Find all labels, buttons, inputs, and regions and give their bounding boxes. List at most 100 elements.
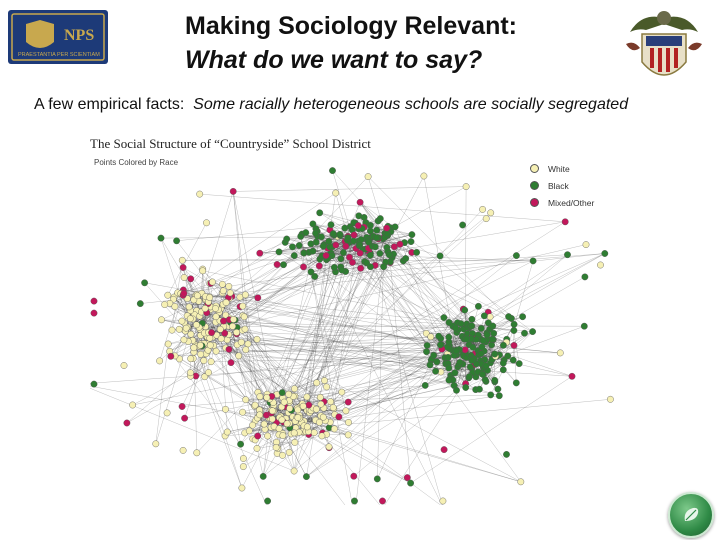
network-node	[407, 238, 415, 246]
network-node	[468, 322, 476, 330]
network-edge	[326, 259, 371, 267]
figure-title: The Social Structure of “Countryside” Sc…	[90, 136, 371, 151]
network-node	[317, 400, 325, 408]
network-node	[187, 355, 195, 363]
network-node	[200, 357, 208, 365]
network-edge	[190, 318, 561, 354]
network-edge	[306, 241, 348, 477]
network-node	[350, 231, 358, 239]
legend-swatch-other	[530, 198, 539, 207]
network-node	[515, 360, 523, 368]
nav-leaf-button[interactable]	[668, 492, 714, 538]
network-node	[196, 190, 204, 198]
network-edge	[161, 319, 447, 363]
eagle-crest-icon	[626, 11, 702, 76]
network-node	[187, 275, 195, 283]
network-edge	[289, 242, 405, 424]
network-edge	[332, 170, 379, 222]
network-node	[457, 320, 465, 328]
network-edge	[367, 176, 515, 325]
network-node	[264, 497, 272, 505]
network-node	[253, 335, 261, 343]
network-node	[229, 187, 237, 195]
network-node	[421, 381, 429, 389]
network-node	[218, 280, 226, 288]
network-edge	[299, 245, 304, 267]
network-node	[475, 385, 483, 393]
network-node	[178, 256, 186, 264]
network-node	[321, 377, 328, 384]
network-node	[344, 234, 352, 242]
network-node	[345, 418, 352, 426]
network-node	[254, 294, 262, 302]
network-node	[242, 396, 250, 404]
network-edge	[216, 305, 436, 372]
network-node	[196, 341, 204, 349]
network-node	[185, 303, 193, 311]
network-node	[350, 472, 358, 480]
network-edge	[195, 354, 201, 377]
network-node	[230, 315, 237, 323]
network-edge	[243, 447, 277, 467]
network-node	[338, 266, 346, 274]
network-node	[607, 395, 614, 403]
network-edge	[185, 283, 212, 332]
network-node	[487, 209, 495, 217]
network-edge	[126, 362, 232, 424]
network-node	[365, 238, 373, 246]
network-edge	[390, 261, 411, 484]
network-node	[356, 249, 364, 257]
network-node	[356, 198, 364, 206]
network-node	[556, 349, 564, 357]
network-node	[462, 183, 470, 190]
network-edge	[293, 358, 433, 472]
network-node	[371, 243, 379, 251]
network-node	[468, 315, 476, 323]
network-node	[327, 398, 335, 406]
network-edge	[485, 342, 507, 382]
network-node	[312, 405, 320, 413]
network-edge	[210, 345, 267, 398]
legend-item-black: Black	[530, 177, 594, 194]
network-node	[237, 440, 245, 448]
network-node	[512, 252, 520, 260]
network-edge	[379, 221, 566, 254]
network-node	[499, 366, 507, 374]
network-edge	[212, 281, 241, 307]
network-node	[238, 484, 246, 492]
network-node	[311, 273, 319, 280]
network-node	[180, 289, 188, 297]
network-node	[179, 446, 187, 454]
network-edge	[212, 336, 442, 345]
network-node	[235, 352, 243, 360]
network-node	[245, 427, 253, 435]
network-edge	[377, 237, 385, 479]
network-edge	[167, 222, 207, 296]
network-node	[342, 407, 350, 415]
network-node	[180, 274, 188, 281]
network-node	[338, 388, 346, 396]
network-node	[173, 237, 181, 245]
network-node	[379, 497, 386, 505]
network-edge	[169, 351, 241, 445]
network-edge	[333, 228, 359, 409]
network-edge	[283, 246, 330, 265]
network-node	[164, 340, 172, 348]
network-edge	[184, 397, 283, 419]
network-node	[366, 222, 374, 229]
network-edge	[193, 358, 243, 489]
network-node	[175, 325, 183, 333]
network-node	[433, 358, 441, 366]
network-node	[167, 352, 175, 360]
network-edge	[306, 209, 483, 398]
network-edge	[308, 248, 328, 406]
network-edge	[277, 255, 517, 449]
network-node	[273, 261, 281, 268]
network-node	[357, 264, 364, 272]
network-node	[423, 348, 430, 356]
network-node	[280, 398, 288, 406]
network-node	[319, 413, 327, 421]
network-node	[459, 221, 466, 229]
network-node	[330, 264, 338, 271]
network-edge	[513, 331, 533, 346]
